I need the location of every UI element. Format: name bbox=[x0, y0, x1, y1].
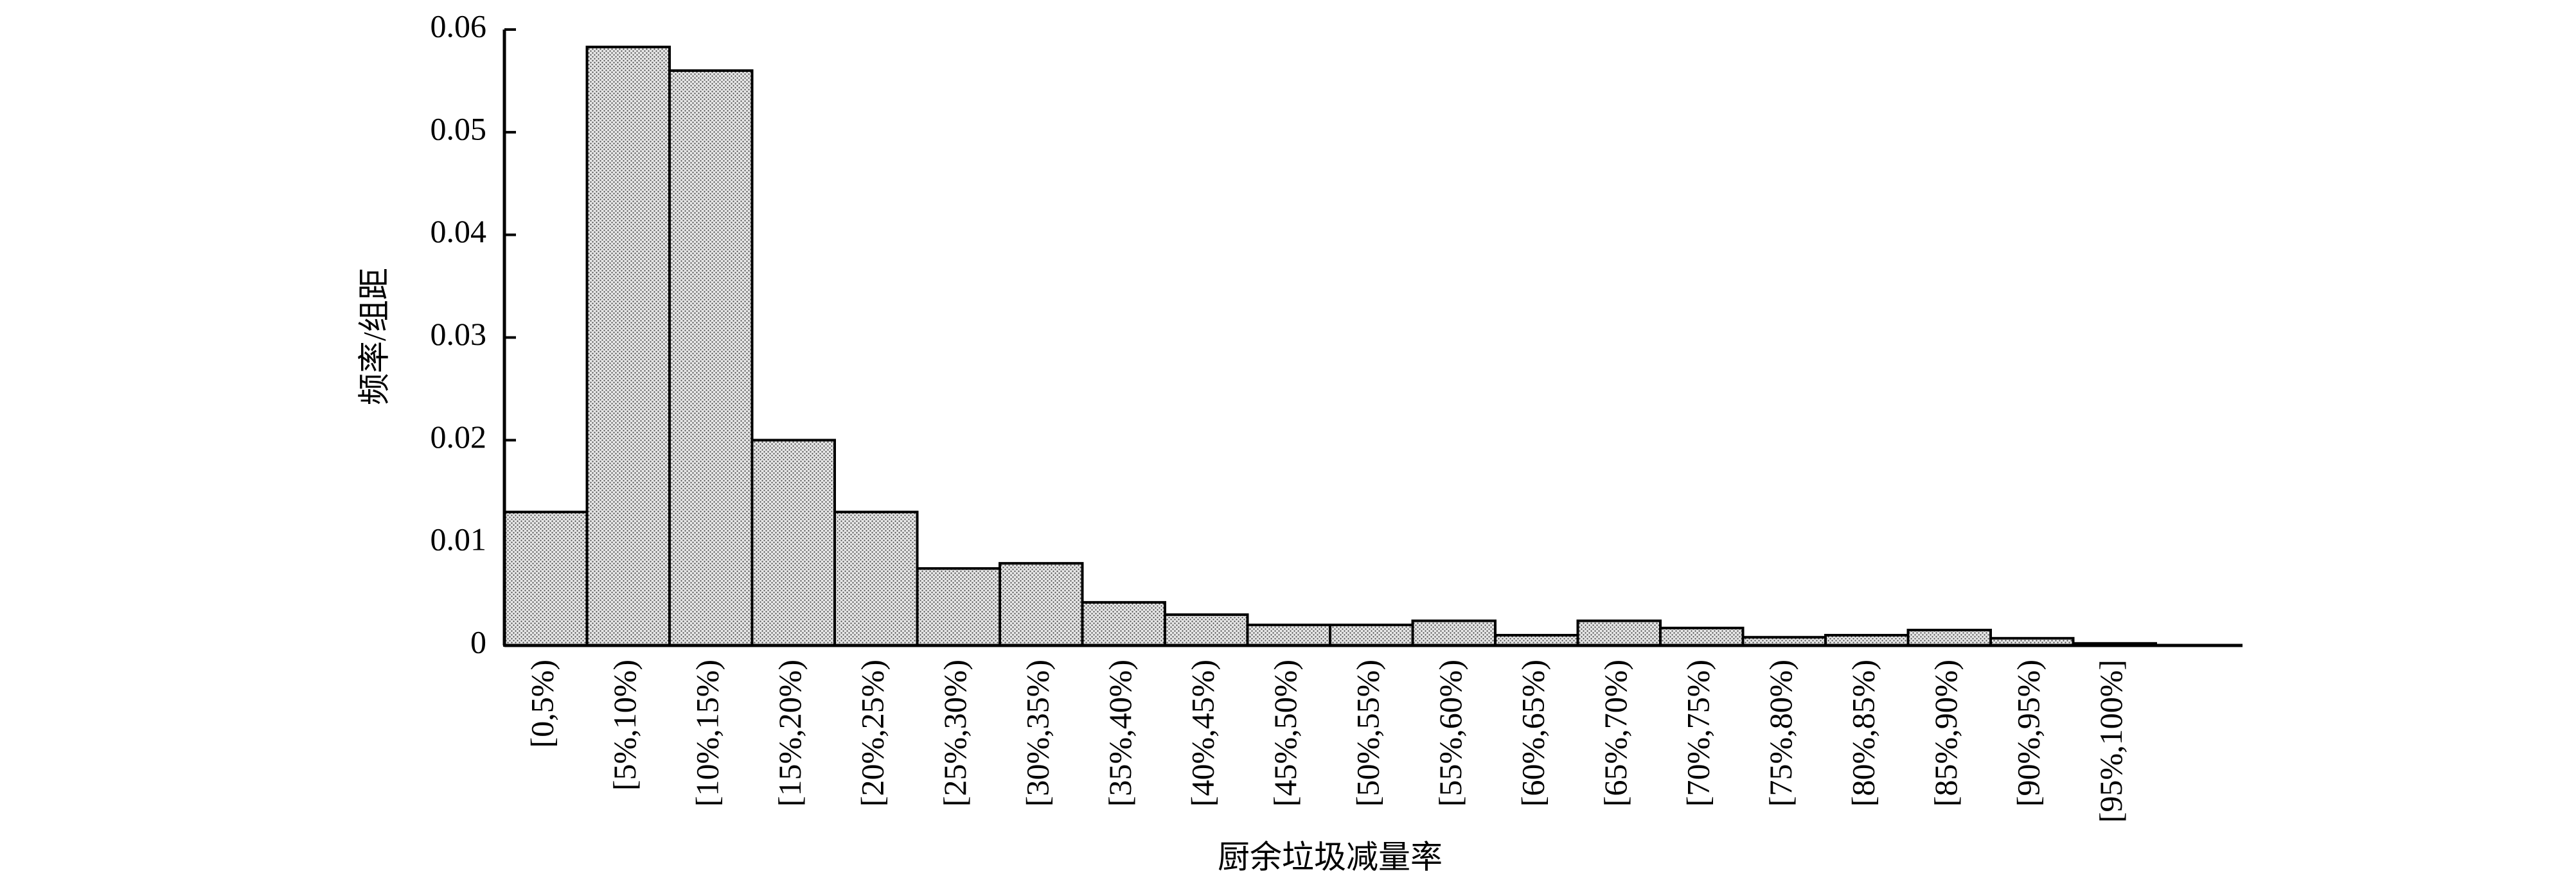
bar bbox=[1329, 624, 1414, 647]
x-tick-label: [15%,20%) bbox=[772, 660, 808, 807]
x-tick-label: [40%,45%) bbox=[1185, 660, 1221, 807]
bar bbox=[668, 69, 754, 647]
bar bbox=[503, 511, 589, 647]
y-tick-label: 0.05 bbox=[431, 110, 487, 146]
x-tick-label: [55%,60%) bbox=[1432, 660, 1468, 807]
y-axis-title: 频率/组距 bbox=[356, 268, 392, 405]
bar bbox=[1659, 626, 1745, 647]
x-tick-label: [35%,40%) bbox=[1102, 660, 1138, 807]
x-tick-label: [45%,50%) bbox=[1267, 660, 1303, 807]
x-tick-label: [10%,15%) bbox=[689, 660, 725, 807]
x-tick-label: [75%,80%) bbox=[1763, 660, 1799, 807]
x-tick-label: [80%,85%) bbox=[1845, 660, 1881, 807]
x-tick-label: [30%,35%) bbox=[1020, 660, 1056, 807]
x-axis-title: 厨余垃圾减量率 bbox=[1218, 839, 1443, 875]
x-tick-label: [95%,100%] bbox=[2093, 660, 2129, 823]
x-tick-label: [50%,55%) bbox=[1350, 660, 1386, 807]
bar bbox=[585, 46, 671, 647]
x-tick-label: [70%,75%) bbox=[1680, 660, 1716, 807]
bar bbox=[1081, 600, 1166, 647]
x-tick-label: [0,5%) bbox=[524, 660, 560, 748]
bar bbox=[1411, 619, 1497, 647]
x-tick-label: [20%,25%) bbox=[855, 660, 891, 807]
y-tick-label: 0 bbox=[470, 624, 486, 660]
x-tick-label: [90%,95%) bbox=[2011, 660, 2047, 807]
x-tick-label: [85%,90%) bbox=[1928, 660, 1964, 807]
y-tick-label: 0.03 bbox=[431, 316, 487, 352]
bar bbox=[1906, 629, 1992, 647]
bar bbox=[1576, 619, 1662, 647]
bar bbox=[999, 562, 1084, 647]
y-tick-label: 0.06 bbox=[431, 8, 487, 44]
bar bbox=[1246, 624, 1331, 647]
x-tick-label: [65%,70%) bbox=[1597, 660, 1633, 807]
bar bbox=[751, 439, 836, 647]
x-tick-label: [5%,10%) bbox=[607, 660, 643, 791]
bar bbox=[916, 567, 1001, 647]
y-tick-label: 0.02 bbox=[431, 419, 487, 455]
x-tick-label: [25%,30%) bbox=[937, 660, 973, 807]
bar bbox=[833, 511, 919, 647]
x-tick-label: [60%,65%) bbox=[1515, 660, 1551, 807]
y-tick-label: 0.04 bbox=[431, 213, 487, 249]
bar bbox=[1164, 613, 1249, 647]
y-tick-label: 0.01 bbox=[431, 522, 487, 557]
